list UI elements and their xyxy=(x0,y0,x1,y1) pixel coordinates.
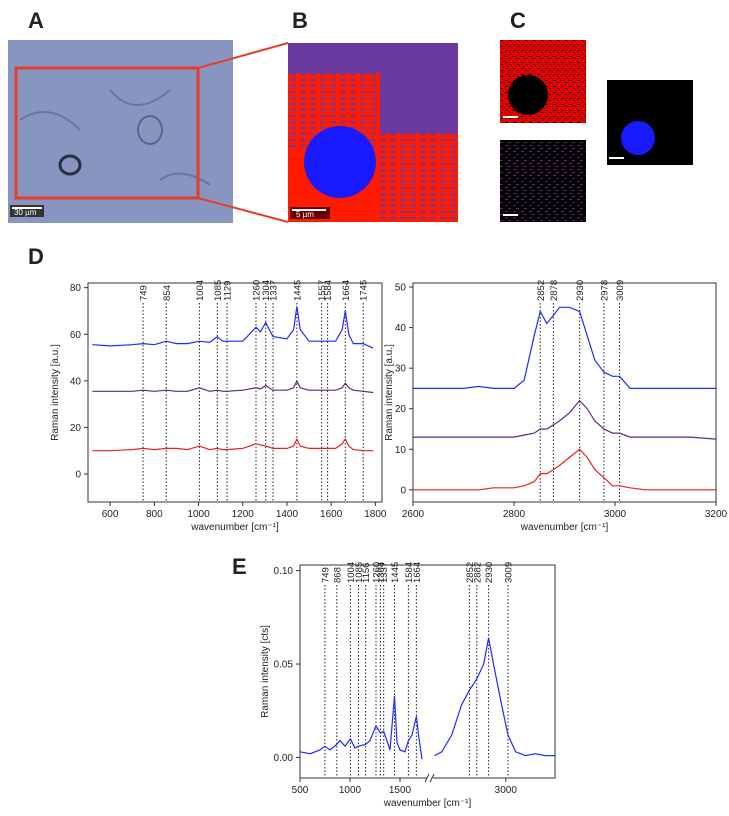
x-tick-label: 1600 xyxy=(320,509,343,520)
peak-label: 854 xyxy=(162,285,173,301)
x-tick-label: 1500 xyxy=(389,785,412,796)
y-tick-label: 40 xyxy=(395,323,407,334)
peak-label: 1337 xyxy=(379,562,390,583)
panel-label: A xyxy=(28,8,44,33)
peak-label: 1745 xyxy=(359,280,370,301)
plot-frame xyxy=(299,564,556,779)
peak-label: 1445 xyxy=(390,562,401,583)
scale-bar-label: 5 µm xyxy=(296,210,314,219)
peak-label: 1004 xyxy=(195,280,206,301)
peak-label: 1337 xyxy=(269,280,280,301)
axis-break xyxy=(427,774,433,782)
peak-label: 1445 xyxy=(292,280,303,301)
peak-label: 1664 xyxy=(412,562,423,583)
y-tick-label: 0.00 xyxy=(274,753,294,764)
x-tick-label: 1800 xyxy=(364,509,387,520)
y-tick-label: 0 xyxy=(400,485,406,496)
y-axis-label: Raman intensity [cts] xyxy=(260,625,271,718)
x-axis-label: wavenumber [cm⁻¹] xyxy=(383,798,472,809)
x-tick-label: 3200 xyxy=(705,509,728,520)
peak-label: 3009 xyxy=(504,562,515,583)
micrograph xyxy=(8,40,233,223)
x-tick-label: 1000 xyxy=(187,509,210,520)
peak-label: 749 xyxy=(320,567,331,583)
x-tick-label: 2600 xyxy=(402,509,425,520)
peak-label: 2852 xyxy=(465,562,476,583)
spectrum-line xyxy=(413,399,717,440)
x-tick-label: 3000 xyxy=(495,785,518,796)
peak-label: 1156 xyxy=(361,563,372,583)
plot-frame xyxy=(412,282,717,503)
spectrum-line xyxy=(299,637,555,760)
y-tick-label: 40 xyxy=(70,376,82,387)
peak-label: 2930 xyxy=(575,280,586,301)
spectrum-line xyxy=(413,448,716,491)
peak-label: 1584 xyxy=(323,280,334,301)
peak-label: 1085 xyxy=(213,280,224,301)
peak-label: 1584 xyxy=(404,562,415,583)
x-tick-label: 600 xyxy=(102,509,119,520)
peak-label: 2930 xyxy=(484,562,495,583)
y-tick-label: 10 xyxy=(395,445,407,456)
scale-bar-label: 30 µm xyxy=(14,208,37,217)
component-maps xyxy=(500,40,693,222)
peak-label: 1260 xyxy=(372,562,383,583)
spectrum-line xyxy=(92,437,374,452)
x-tick-label: 500 xyxy=(292,785,309,796)
peak-label: 1004 xyxy=(346,562,357,583)
peak-label: 1260 xyxy=(252,280,263,301)
zoom-line xyxy=(197,42,289,69)
y-tick-label: 20 xyxy=(395,404,407,415)
spectrum-line xyxy=(92,306,374,349)
x-axis-label: wavenumber [cm⁻¹] xyxy=(520,522,609,533)
y-tick-label: 0.10 xyxy=(274,566,294,577)
x-tick-label: 2800 xyxy=(503,509,526,520)
peak-label: 3009 xyxy=(615,280,626,301)
x-tick-label: 800 xyxy=(146,509,163,520)
peak-label: 2852 xyxy=(536,280,547,301)
peak-label: 1085 xyxy=(354,562,365,583)
peak-label: 1304 xyxy=(261,280,272,301)
y-tick-label: 30 xyxy=(395,364,407,375)
peak-label: 2878 xyxy=(549,280,560,301)
panel-label: D xyxy=(28,244,44,269)
spectrum-line xyxy=(92,379,374,394)
peak-label: 1304 xyxy=(376,562,387,583)
x-tick-label: 1400 xyxy=(276,509,299,520)
x-tick-label: 3000 xyxy=(604,509,627,520)
panel-label: B xyxy=(292,8,308,33)
y-tick-label: 50 xyxy=(395,283,407,294)
x-tick-label: 1000 xyxy=(339,785,362,796)
peak-label: 1664 xyxy=(341,280,352,301)
panel-label: E xyxy=(232,554,247,579)
spectrum-line xyxy=(413,306,716,389)
zoom-line xyxy=(197,197,289,223)
y-axis-label: Raman intensity [a.u.] xyxy=(50,344,61,441)
y-tick-label: 60 xyxy=(70,330,82,341)
x-axis-label: wavenumber [cm⁻¹] xyxy=(190,522,279,533)
y-tick-label: 80 xyxy=(70,283,82,294)
x-tick-label: 1200 xyxy=(232,509,255,520)
y-tick-label: 0 xyxy=(75,470,81,481)
peak-label: 749 xyxy=(139,285,150,301)
peak-label: 2978 xyxy=(599,280,610,301)
raman-map xyxy=(288,43,458,222)
y-tick-label: 0.05 xyxy=(274,660,294,671)
y-axis-label: Raman intensity [a.u.] xyxy=(384,344,395,441)
plot-frame xyxy=(87,282,383,503)
peak-label: 868 xyxy=(332,567,343,583)
peak-label: 2882 xyxy=(472,562,483,583)
peak-label: 1557 xyxy=(317,280,328,301)
axis-break xyxy=(424,773,435,783)
y-tick-label: 20 xyxy=(70,423,82,434)
panel-label: C xyxy=(510,8,526,33)
peak-label: 1129 xyxy=(223,281,234,301)
